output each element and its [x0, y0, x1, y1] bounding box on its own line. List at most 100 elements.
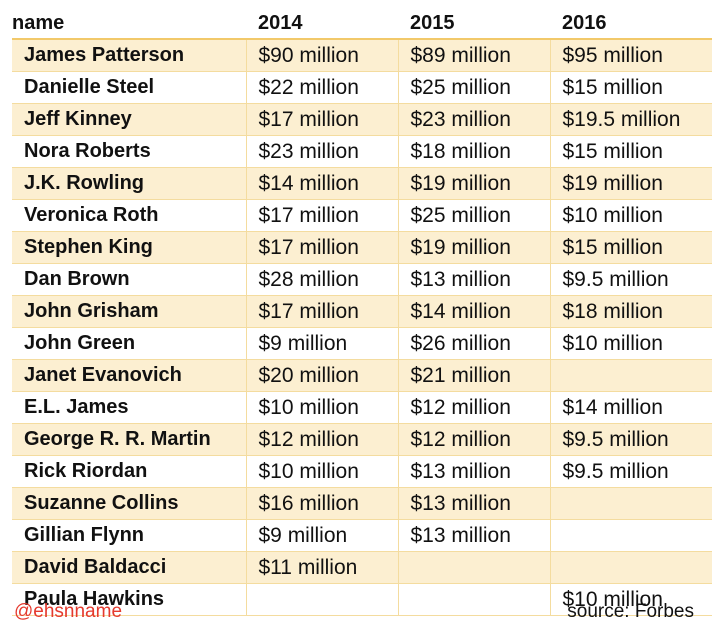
table-row: Nora Roberts $23 million $18 million $15 mi… [12, 135, 712, 168]
author-name-cell: John Green [12, 327, 246, 360]
earnings-cell-2015: $18 million [397, 135, 550, 168]
earnings-cell-2014: $11 million [245, 551, 398, 584]
earnings-cell-2016: $10 million [549, 327, 712, 360]
earnings-cell-2015: $12 million [397, 423, 550, 456]
earnings-cell-2014: $16 million [245, 487, 398, 520]
earnings-cell-2015: $13 million [397, 263, 550, 296]
earnings-cell-2014: $12 million [245, 423, 398, 456]
table-row: Suzanne Collins $16 million $13 million [12, 487, 712, 520]
earnings-cell-2015: $21 million [397, 359, 550, 392]
author-name-cell: Dan Brown [12, 263, 246, 296]
earnings-cell-2016: $15 million [549, 231, 712, 264]
earnings-table-container: name 2014 2015 2016 James Patterson $90 m… [12, 8, 712, 616]
source-credit: source: Forbes [567, 601, 694, 622]
table-body: James Patterson $90 million $89 million $95… [12, 39, 712, 616]
earnings-cell-2016: $15 million [549, 71, 712, 104]
table-row: George R. R. Martin $12 million $12 millio… [12, 423, 712, 456]
column-header-2014: 2014 [246, 8, 398, 40]
author-name-cell: Nora Roberts [12, 135, 246, 168]
author-name-cell: J.K. Rowling [12, 167, 246, 200]
table-row: John Grisham $17 million $14 million $18 mi… [12, 295, 712, 328]
author-name-cell: Gillian Flynn [12, 519, 246, 552]
earnings-cell-2014 [245, 583, 398, 616]
table-header: name 2014 2015 2016 [12, 8, 712, 40]
earnings-cell-2015: $13 million [397, 487, 550, 520]
header-row: name 2014 2015 2016 [12, 8, 712, 40]
author-name-cell: John Grisham [12, 295, 246, 328]
table-row: J.K. Rowling $14 million $19 million $19 mi… [12, 167, 712, 200]
table-row: Veronica Roth $17 million $25 million $10 m… [12, 199, 712, 232]
earnings-cell-2015: $12 million [397, 391, 550, 424]
earnings-cell-2016: $14 million [549, 391, 712, 424]
earnings-cell-2014: $20 million [245, 359, 398, 392]
author-name-cell: Veronica Roth [12, 199, 246, 232]
table-row: E.L. James $10 million $12 million $14 mill… [12, 391, 712, 424]
earnings-cell-2016 [549, 519, 712, 552]
earnings-cell-2015 [397, 551, 550, 584]
table-row: Janet Evanovich $20 million $21 million [12, 359, 712, 392]
earnings-cell-2016: $10 million [549, 199, 712, 232]
author-handle: @ehsnname [14, 601, 123, 622]
earnings-cell-2014: $10 million [245, 455, 398, 488]
author-earnings-table: name 2014 2015 2016 James Patterson $90 m… [12, 8, 712, 616]
earnings-cell-2016: $9.5 million [549, 263, 712, 296]
author-name-cell: Danielle Steel [12, 71, 246, 104]
earnings-cell-2015: $23 million [397, 103, 550, 136]
author-name-cell: Stephen King [12, 231, 246, 264]
earnings-cell-2016: $10 million [549, 583, 712, 616]
earnings-cell-2016: $9.5 million [549, 423, 712, 456]
earnings-cell-2016: $15 million [549, 135, 712, 168]
table-row: Stephen King $17 million $19 million $15 mi… [12, 231, 712, 264]
earnings-cell-2014: $22 million [245, 71, 398, 104]
earnings-cell-2016: $19 million [549, 167, 712, 200]
earnings-cell-2014: $17 million [245, 103, 398, 136]
earnings-cell-2016 [549, 487, 712, 520]
earnings-cell-2014: $14 million [245, 167, 398, 200]
table-row: Jeff Kinney $17 million $23 million $19.5 m… [12, 103, 712, 136]
earnings-cell-2015: $13 million [397, 519, 550, 552]
earnings-cell-2015: $26 million [397, 327, 550, 360]
table-row: Paula Hawkins $10 million [12, 583, 712, 616]
table-row: Dan Brown $28 million $13 million $9.5 mill… [12, 263, 712, 296]
earnings-cell-2015 [397, 583, 550, 616]
author-name-cell: Janet Evanovich [12, 359, 246, 392]
table-row: John Green $9 million $26 million $10 milli… [12, 327, 712, 360]
author-name-cell: Suzanne Collins [12, 487, 246, 520]
author-name-cell: James Patterson [12, 39, 246, 72]
author-name-cell: Rick Riordan [12, 455, 246, 488]
column-header-2016: 2016 [550, 8, 712, 40]
table-row: Danielle Steel $22 million $25 million $15 … [12, 71, 712, 104]
author-name-cell: David Baldacci [12, 551, 246, 584]
earnings-cell-2015: $19 million [397, 167, 550, 200]
earnings-cell-2016: $95 million [549, 39, 712, 72]
earnings-cell-2014: $90 million [245, 39, 398, 72]
earnings-cell-2016: $9.5 million [549, 455, 712, 488]
earnings-cell-2014: $28 million [245, 263, 398, 296]
earnings-cell-2015: $13 million [397, 455, 550, 488]
earnings-cell-2015: $14 million [397, 295, 550, 328]
earnings-cell-2015: $25 million [397, 71, 550, 104]
earnings-cell-2015: $89 million [397, 39, 550, 72]
table-row: David Baldacci $11 million [12, 551, 712, 584]
column-header-name: name [12, 8, 246, 40]
earnings-cell-2015: $25 million [397, 199, 550, 232]
earnings-cell-2016 [549, 551, 712, 584]
earnings-cell-2014: $17 million [245, 295, 398, 328]
column-header-2015: 2015 [398, 8, 550, 40]
author-name-cell: George R. R. Martin [12, 423, 246, 456]
earnings-cell-2016 [549, 359, 712, 392]
earnings-cell-2016: $18 million [549, 295, 712, 328]
earnings-cell-2014: $9 million [245, 327, 398, 360]
earnings-cell-2014: $17 million [245, 199, 398, 232]
table-row: James Patterson $90 million $89 million $95… [12, 39, 712, 72]
earnings-cell-2015: $19 million [397, 231, 550, 264]
table-row: Gillian Flynn $9 million $13 million [12, 519, 712, 552]
author-name-cell: Jeff Kinney [12, 103, 246, 136]
earnings-cell-2014: $10 million [245, 391, 398, 424]
earnings-cell-2016: $19.5 million [549, 103, 712, 136]
author-name-cell: Paula Hawkins [12, 583, 246, 616]
earnings-cell-2014: $23 million [245, 135, 398, 168]
earnings-cell-2014: $17 million [245, 231, 398, 264]
earnings-cell-2014: $9 million [245, 519, 398, 552]
table-row: Rick Riordan $10 million $13 million $9.5 m… [12, 455, 712, 488]
